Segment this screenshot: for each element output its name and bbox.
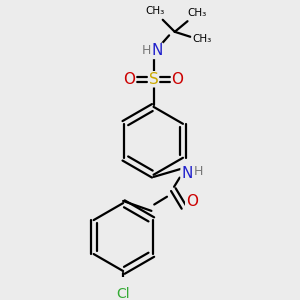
Text: O: O — [124, 72, 136, 87]
Text: O: O — [172, 72, 184, 87]
Text: Cl: Cl — [116, 287, 130, 300]
Text: S: S — [149, 72, 158, 87]
Text: CH₃: CH₃ — [192, 34, 211, 44]
Text: CH₃: CH₃ — [187, 8, 206, 18]
Text: H: H — [194, 165, 203, 178]
Text: O: O — [186, 194, 198, 209]
Text: N: N — [181, 166, 193, 181]
Text: H: H — [142, 44, 151, 57]
Text: CH₃: CH₃ — [145, 6, 165, 16]
Text: N: N — [152, 44, 163, 59]
